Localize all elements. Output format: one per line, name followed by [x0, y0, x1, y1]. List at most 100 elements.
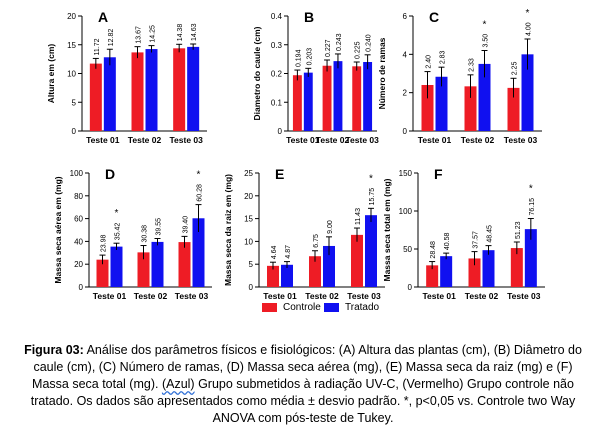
panel-letter: D — [105, 166, 115, 182]
panel-letter: A — [98, 9, 108, 25]
legend-item-treated: Tratado — [324, 302, 379, 313]
data-label: 13.67 — [136, 26, 143, 44]
data-label: 30.38 — [142, 225, 149, 243]
legend-label-control: Controle — [283, 302, 321, 313]
bar-treated — [363, 62, 373, 131]
figure-caption: Figura 03: Análise dos parâmetros físico… — [18, 342, 588, 427]
bar-control — [173, 48, 186, 131]
bar-treated — [440, 256, 453, 287]
data-label: 2.33 — [469, 58, 476, 72]
y-tick-label: 2 — [403, 89, 408, 98]
y-tick-label: 0.3 — [271, 41, 283, 50]
y-tick-label: 0.4 — [271, 12, 283, 21]
x-tick-label: Teste 02 — [316, 135, 350, 145]
bar-control — [292, 75, 302, 131]
y-tick-label: 5 — [249, 260, 254, 269]
data-label: 60.28 — [197, 184, 204, 202]
data-label: 2.40 — [426, 55, 433, 69]
x-tick-label: Teste 03 — [347, 291, 381, 301]
bar-treated — [482, 250, 495, 287]
data-label: 11.72 — [94, 38, 101, 55]
data-label: 4.00 — [526, 22, 533, 36]
data-label: 51.23 — [515, 221, 522, 239]
y-tick-label: 0 — [72, 127, 77, 136]
bar-treated — [145, 49, 158, 131]
y-tick-label: 6 — [403, 12, 408, 21]
bar-treated — [365, 215, 377, 287]
panel-c: 0 2 4 6 Número de ramas C Teste 01 2.40 2.83 Test… — [377, 8, 542, 145]
data-label: 15.75 — [369, 188, 376, 206]
y-tick-label: 0 — [278, 127, 283, 136]
data-label: 2.83 — [440, 50, 447, 64]
data-label: 9.00 — [327, 220, 334, 234]
panel-letter: F — [434, 166, 443, 182]
legend-item-control: Controle — [262, 302, 321, 313]
y-tick-label: 10 — [67, 70, 76, 79]
x-tick-label: Teste 03 — [345, 135, 379, 145]
bar-control — [421, 85, 434, 131]
bar-treated — [281, 264, 293, 287]
y-axis-label: Número de ramas — [377, 37, 387, 109]
significance-marker: * — [529, 183, 533, 194]
y-tick-label: 15 — [67, 41, 76, 50]
bar-control — [267, 265, 279, 287]
data-label: 35.42 — [115, 223, 122, 241]
x-tick-label: Teste 02 — [134, 291, 168, 301]
bar-control — [131, 52, 144, 131]
x-tick-label: Teste 03 — [504, 135, 538, 145]
data-label: 11.43 — [355, 208, 362, 225]
panel-a: 0 5 10 15 20 Altura em (cm) A Teste 01 11.72 12.8… — [46, 9, 207, 145]
y-tick-label: 50 — [403, 245, 412, 254]
bar-control — [351, 234, 363, 287]
x-tick-label: Teste 01 — [86, 135, 120, 145]
x-tick-label: Teste 01 — [263, 291, 297, 301]
panel-b: 0 0.1 0.2 0.3 0.4 Diametro do caule (cm) B Test… — [252, 9, 379, 145]
significance-marker: * — [483, 20, 487, 31]
x-tick-label: Teste 03 — [507, 291, 541, 301]
bar-control — [468, 258, 481, 287]
data-label: 40.58 — [444, 232, 451, 250]
y-tick-label: 4 — [403, 50, 408, 59]
data-label: 0.203 — [306, 48, 313, 66]
data-label: 12.82 — [108, 29, 115, 47]
y-tick-label: 100 — [399, 207, 413, 216]
caption-uv-group: (Azul) — [161, 377, 195, 391]
significance-marker: * — [115, 208, 119, 219]
data-label: 6.75 — [313, 234, 320, 248]
y-tick-label: 20 — [74, 260, 83, 269]
data-label: 39.40 — [183, 216, 190, 234]
bar-treated — [524, 229, 537, 287]
y-axis-label: Massa seca da raiz em (mg) — [223, 174, 233, 286]
bar-treated — [187, 46, 200, 131]
y-tick-label: 10 — [244, 237, 253, 246]
data-label: 14.25 — [150, 25, 157, 43]
bar-treated — [103, 57, 116, 131]
bar-treated — [521, 54, 534, 132]
y-tick-label: 150 — [399, 169, 413, 178]
y-tick-label: 20 — [244, 192, 253, 201]
y-tick-label: 5 — [72, 98, 77, 107]
bar-control — [137, 252, 150, 287]
data-label: 0.243 — [336, 33, 343, 51]
bar-treated — [333, 61, 343, 132]
panel-d: 0 20 40 60 80 100 Massa seca aérea em (mg) D Tes… — [53, 166, 212, 301]
x-tick-label: Teste 03 — [169, 135, 203, 145]
bar-control — [309, 256, 321, 287]
data-label: 23.98 — [101, 234, 108, 252]
y-axis-label: Massa seca aérea em (mg) — [53, 176, 63, 283]
y-axis-label: Massa seca total em (mg) — [382, 178, 392, 281]
legend-swatch-treated — [324, 303, 339, 312]
legend: Controle Tratado — [0, 302, 603, 318]
data-label: 14.38 — [177, 24, 184, 42]
y-tick-label: 0 — [403, 127, 408, 136]
x-tick-label: Teste 02 — [128, 135, 162, 145]
panel-letter: C — [429, 9, 439, 25]
panel-letter: B — [304, 9, 314, 25]
panel-f: 0 50 100 150 Massa seca total em (mg) F Teste … — [382, 166, 545, 301]
panel-letter: E — [275, 166, 284, 182]
significance-marker: * — [526, 8, 530, 19]
data-label: 0.240 — [366, 34, 373, 52]
bar-control — [426, 265, 439, 287]
y-tick-label: 80 — [74, 192, 83, 201]
